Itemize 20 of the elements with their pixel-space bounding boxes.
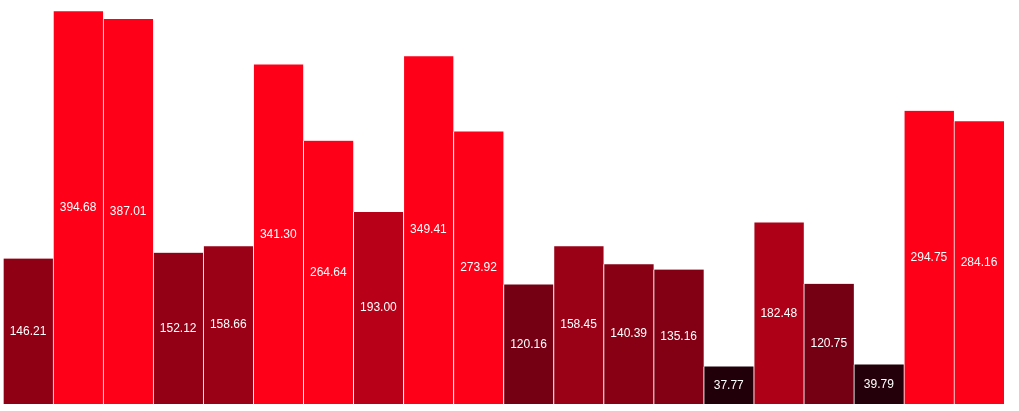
data-label: 193.00 xyxy=(360,300,398,315)
data-label: 349.41 xyxy=(410,222,448,237)
data-label: 135.16 xyxy=(660,329,698,344)
data-label: 284.16 xyxy=(960,254,998,269)
data-label: 273.92 xyxy=(460,260,498,275)
data-label: 158.45 xyxy=(560,317,598,332)
data-label: 152.12 xyxy=(159,320,197,335)
data-label: 146.21 xyxy=(9,323,47,338)
data-label: 182.48 xyxy=(760,305,798,320)
data-label: 120.75 xyxy=(810,336,848,351)
data-label: 394.68 xyxy=(59,199,97,214)
data-label: 264.64 xyxy=(309,264,347,279)
data-label: 39.79 xyxy=(863,376,895,391)
data-label: 387.01 xyxy=(109,203,147,218)
data-label: 120.16 xyxy=(510,336,548,351)
data-label: 37.77 xyxy=(713,377,745,392)
data-label: 140.39 xyxy=(610,326,648,341)
data-label: 341.30 xyxy=(259,226,297,241)
data-label: 294.75 xyxy=(910,249,948,264)
data-label: 158.66 xyxy=(209,317,247,332)
